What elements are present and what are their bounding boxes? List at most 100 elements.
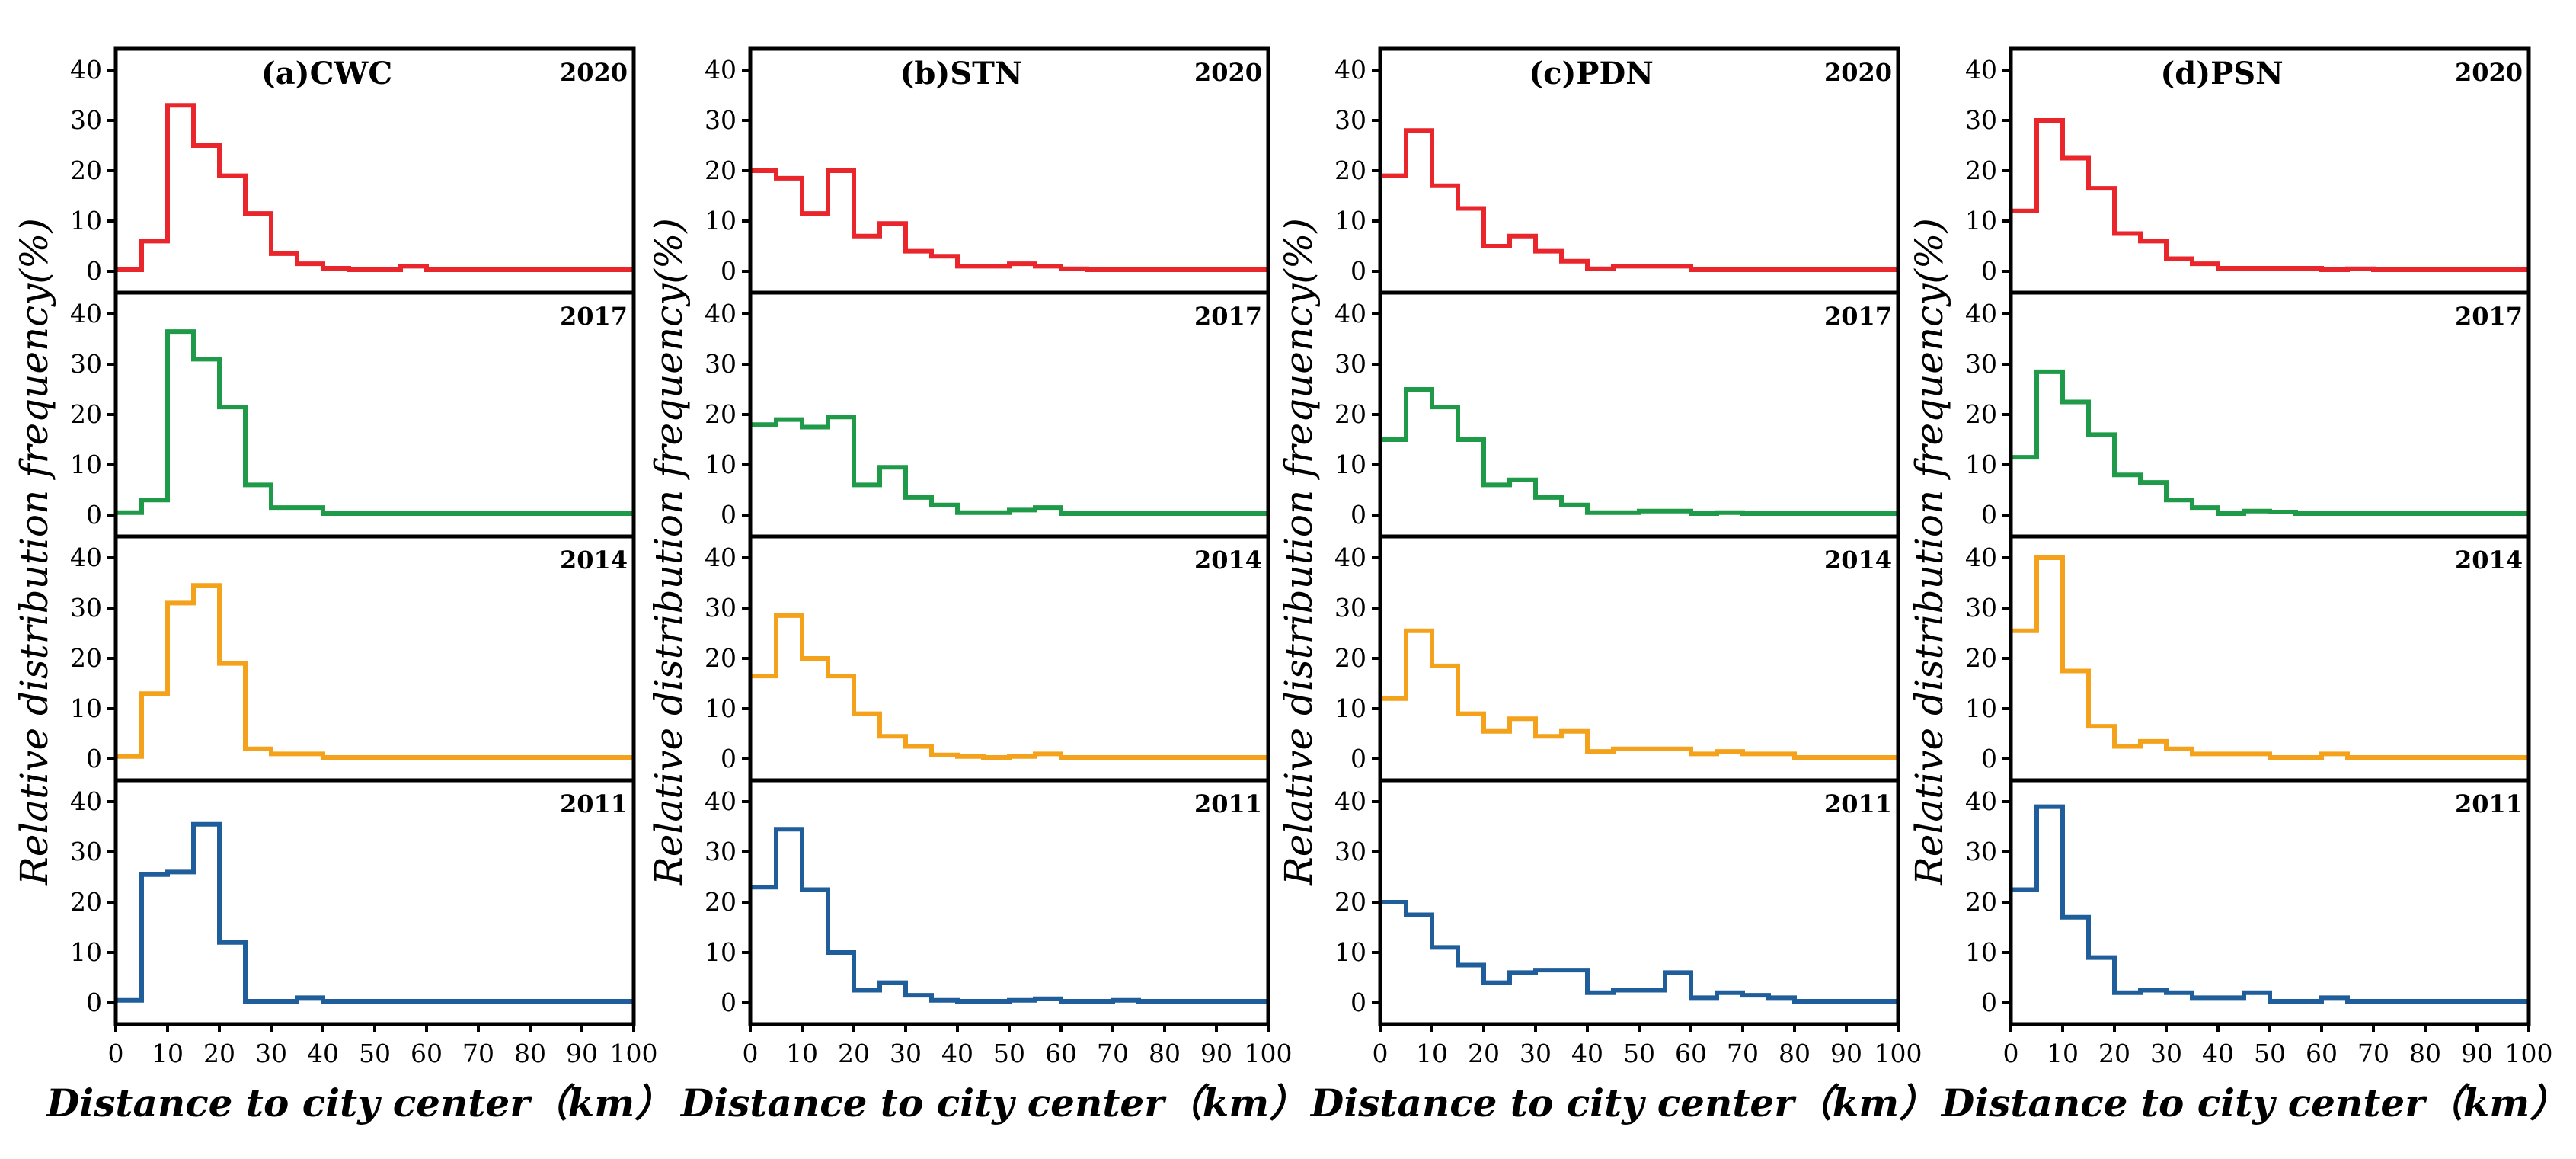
subplot-frame — [113, 290, 636, 539]
y-tick-label: 40 — [1334, 543, 1366, 572]
year-label: 2017 — [1194, 302, 1262, 331]
series-line-2014 — [116, 583, 634, 760]
y-tick-label: 0 — [1981, 988, 1997, 1017]
x-tick-label: 100 — [610, 1039, 658, 1068]
x-tick-label: 40 — [2202, 1039, 2234, 1068]
y-tick-label: 0 — [86, 744, 102, 773]
y-tick-label: 40 — [1334, 55, 1366, 85]
y-tick-label: 20 — [70, 643, 102, 673]
year-label: 2020 — [1824, 58, 1892, 87]
y-tick-label: 20 — [1334, 643, 1366, 673]
y-tick-label: 20 — [70, 887, 102, 917]
y-tick-label: 10 — [705, 450, 737, 479]
subplot-frame — [748, 290, 1270, 539]
x-tick-label: 40 — [307, 1039, 339, 1068]
y-tick-label: 30 — [1965, 593, 1997, 623]
y-axis-label: Relative distribution frequency(%) — [647, 218, 691, 886]
x-tick-label: 50 — [1623, 1039, 1655, 1068]
year-label: 2014 — [1824, 546, 1892, 575]
x-tick-label: 20 — [203, 1039, 235, 1068]
y-tick-label: 20 — [705, 155, 737, 185]
x-tick-label: 0 — [2003, 1039, 2019, 1068]
panel-title: (c)PDN — [1529, 56, 1654, 91]
y-tick-label: 40 — [705, 299, 737, 328]
y-tick-label: 30 — [70, 349, 102, 379]
panel-title: (b)STN — [900, 56, 1022, 91]
y-tick-label: 10 — [1965, 693, 1997, 723]
subplot-frame — [2009, 534, 2531, 783]
y-tick-label: 10 — [705, 206, 737, 235]
year-label: 2020 — [560, 58, 628, 87]
y-tick-label: 0 — [86, 500, 102, 530]
y-tick-label: 20 — [70, 155, 102, 185]
x-tick-label: 40 — [1571, 1039, 1603, 1068]
series-line-2020 — [1380, 128, 1898, 272]
y-tick-label: 30 — [70, 593, 102, 623]
y-tick-label: 20 — [1334, 887, 1366, 917]
y-tick-label: 0 — [1350, 500, 1366, 530]
y-tick-label: 0 — [1981, 744, 1997, 773]
y-tick-label: 30 — [70, 837, 102, 866]
x-tick-label: 80 — [1149, 1039, 1181, 1068]
x-tick-label: 90 — [1200, 1039, 1232, 1068]
x-axis-label: Distance to city center（km） — [679, 1081, 1307, 1125]
y-tick-label: 0 — [86, 256, 102, 286]
x-tick-label: 0 — [108, 1039, 124, 1068]
y-tick-label: 10 — [70, 206, 102, 235]
y-tick-label: 10 — [1965, 206, 1997, 235]
y-tick-label: 40 — [1965, 543, 1997, 572]
subplot-frame — [2009, 778, 2531, 1026]
x-tick-label: 40 — [941, 1039, 973, 1068]
series-line-2017 — [116, 329, 634, 516]
y-tick-label: 30 — [70, 105, 102, 135]
series-line-2017 — [2011, 369, 2529, 516]
y-tick-label: 0 — [721, 256, 737, 286]
year-label: 2017 — [560, 302, 628, 331]
x-tick-label: 100 — [2505, 1039, 2553, 1068]
y-tick-label: 20 — [70, 399, 102, 429]
y-tick-label: 20 — [705, 887, 737, 917]
y-tick-label: 10 — [1965, 450, 1997, 479]
x-tick-label: 10 — [1416, 1039, 1448, 1068]
x-tick-label: 20 — [1468, 1039, 1500, 1068]
y-tick-label: 30 — [1334, 105, 1366, 135]
series-line-2011 — [1380, 900, 1898, 1004]
y-axis-label: Relative distribution frequency(%) — [1277, 218, 1321, 886]
x-tick-label: 0 — [1373, 1039, 1389, 1068]
y-tick-label: 10 — [705, 937, 737, 967]
year-label: 2017 — [1824, 302, 1892, 331]
x-tick-label: 50 — [2254, 1039, 2286, 1068]
year-label: 2020 — [2455, 58, 2523, 87]
year-label: 2020 — [1194, 58, 1262, 87]
x-tick-label: 50 — [359, 1039, 391, 1068]
y-tick-label: 10 — [70, 693, 102, 723]
y-axis-label: Relative distribution frequency(%) — [1907, 218, 1951, 886]
y-tick-label: 0 — [1981, 500, 1997, 530]
y-tick-label: 30 — [1334, 593, 1366, 623]
x-tick-label: 70 — [2357, 1039, 2389, 1068]
year-label: 2017 — [2455, 302, 2523, 331]
y-tick-label: 20 — [1334, 155, 1366, 185]
series-line-2020 — [750, 168, 1268, 272]
series-line-2014 — [2011, 555, 2529, 760]
x-tick-label: 70 — [1727, 1039, 1759, 1068]
y-tick-label: 0 — [721, 744, 737, 773]
y-tick-label: 40 — [1334, 786, 1366, 816]
y-tick-label: 30 — [1965, 837, 1997, 866]
year-label: 2014 — [1194, 546, 1262, 575]
y-tick-label: 0 — [1350, 256, 1366, 286]
x-axis-label: Distance to city center（km） — [1940, 1081, 2568, 1125]
x-axis-label: Distance to city center（km） — [1309, 1081, 1937, 1125]
x-tick-label: 100 — [1874, 1039, 1922, 1068]
y-tick-label: 20 — [1965, 399, 1997, 429]
x-tick-label: 50 — [993, 1039, 1025, 1068]
series-line-2014 — [750, 613, 1268, 760]
panel-title: (a)CWC — [261, 56, 392, 91]
y-tick-label: 10 — [1334, 937, 1366, 967]
series-line-2020 — [2011, 118, 2529, 272]
x-tick-label: 30 — [255, 1039, 287, 1068]
y-tick-label: 30 — [1965, 105, 1997, 135]
